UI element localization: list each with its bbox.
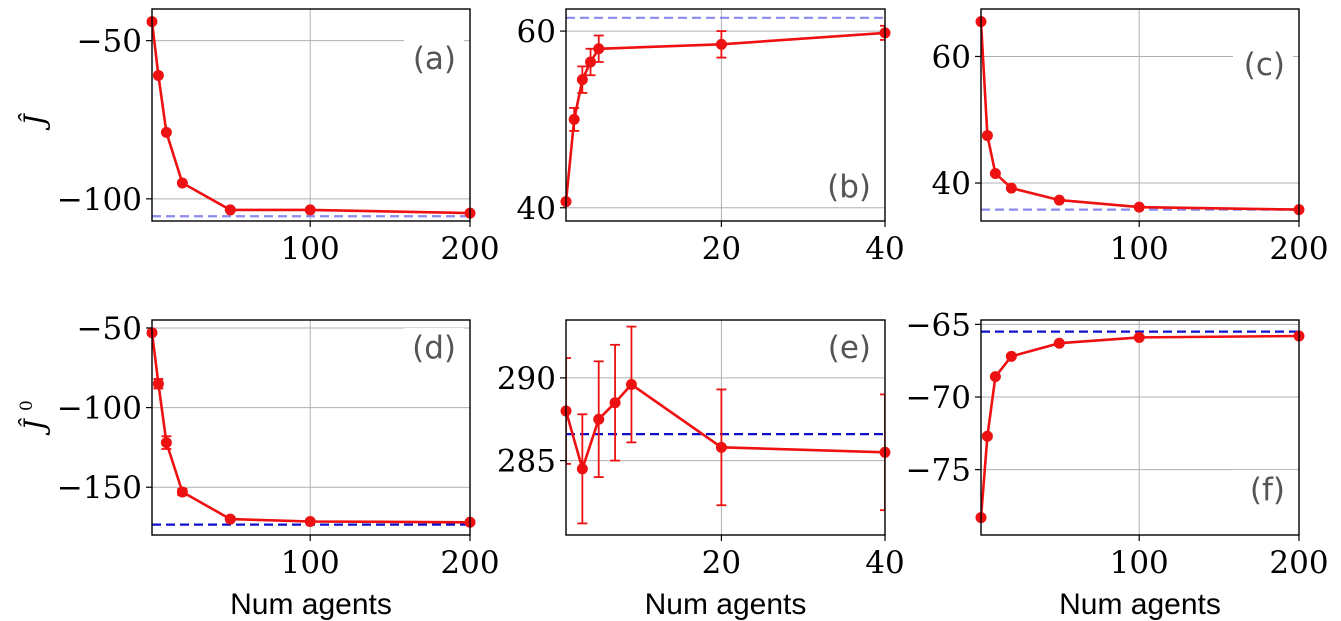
axes-frame	[980, 319, 1300, 536]
data-point	[1053, 194, 1065, 206]
data-point	[989, 371, 1001, 383]
y-tick-label: 40	[932, 166, 971, 202]
y-tick-label: −65	[906, 307, 971, 343]
x-tick-label: 100	[1110, 545, 1169, 581]
x-axis-title: Num agents	[1059, 588, 1221, 621]
y-tick-label: 60	[517, 14, 556, 50]
data-point	[152, 378, 164, 390]
data-point	[981, 130, 993, 142]
data-point	[224, 204, 236, 216]
data-point	[593, 413, 605, 425]
x-tick-label: 40	[865, 231, 904, 267]
y-tick-label: 60	[932, 39, 971, 75]
panel-label-bg	[404, 328, 464, 368]
panel-c: (c) 100 200 40 60	[932, 8, 1329, 267]
data-point	[625, 379, 637, 390]
panel-a: (a) 100 200 −50 −100	[57, 8, 500, 267]
x-tick-label: 40	[865, 545, 904, 581]
x-tick-label: 100	[281, 231, 340, 267]
data-point	[715, 38, 727, 50]
y-tick-label: −100	[57, 391, 142, 427]
panels: (a) 100 200 −50 −100 (b) 20 40 40 60 (c) 100 200 40 60…	[57, 8, 1329, 621]
panel-label-bg	[819, 328, 879, 368]
x-axis-title: Num agents	[645, 588, 807, 621]
data-point	[304, 515, 316, 527]
series-line	[566, 382, 885, 474]
panel-label: (d)	[412, 330, 456, 366]
axes-frame	[151, 8, 471, 222]
y-tick-label: −150	[57, 470, 142, 506]
y-tick-label: −100	[57, 182, 142, 218]
svg-text:Ĵ: Ĵ	[18, 418, 51, 436]
panel-label: (a)	[413, 41, 456, 77]
panel-e: (e) 20 40 285 290 Num agents	[497, 319, 905, 621]
data-point	[1133, 331, 1145, 343]
panel-f: (f) 100 200 −65 −70 −75 Num agents	[906, 307, 1329, 621]
panel-label: (e)	[828, 330, 871, 366]
data-point	[160, 126, 172, 138]
data-point	[585, 56, 597, 68]
x-tick-label: 100	[281, 545, 340, 581]
x-axis-title: Num agents	[230, 588, 392, 621]
axes-frame	[980, 8, 1300, 222]
panel-label-bg	[1233, 470, 1293, 510]
panel-label: (b)	[827, 169, 871, 205]
data-point	[989, 168, 1001, 180]
y-tick-label: −50	[77, 311, 142, 347]
y-tick-label: −75	[906, 453, 971, 489]
axes-frame	[151, 319, 471, 536]
panel-label-bg	[819, 167, 879, 207]
data-point	[593, 43, 605, 55]
data-point	[609, 397, 621, 409]
data-point	[576, 74, 588, 86]
data-point	[981, 430, 993, 442]
data-point	[576, 463, 588, 475]
x-tick-label: 200	[440, 231, 499, 267]
x-tick-label: 200	[1269, 231, 1328, 267]
panel-label: (f)	[1250, 472, 1285, 508]
y-tick-label: 40	[517, 191, 556, 227]
row-label-top: Ĵ	[18, 113, 51, 131]
data-point	[160, 437, 172, 449]
panel-d: (d) 100 200 −50 −100 −150 Num agents	[57, 311, 500, 621]
data-point	[1005, 350, 1017, 362]
x-tick-label: 200	[1269, 545, 1328, 581]
x-tick-label: 200	[440, 545, 499, 581]
y-tick-label: −50	[77, 24, 142, 60]
y-tick-label: 285	[497, 444, 556, 480]
x-tick-label: 100	[1110, 231, 1169, 267]
data-point	[152, 69, 164, 81]
x-tick-label: 20	[702, 545, 741, 581]
data-point	[224, 513, 236, 525]
data-point	[1133, 201, 1145, 213]
y-tick-label: −70	[906, 380, 971, 416]
svg-text:0: 0	[17, 400, 37, 411]
panel-label-bg	[404, 39, 464, 79]
row-label-bottom: Ĵ 0	[17, 400, 51, 435]
panel-b: (b) 20 40 40 60	[517, 8, 905, 267]
data-point	[176, 486, 188, 498]
panel-label-bg	[1233, 45, 1293, 85]
data-point	[1005, 182, 1017, 194]
x-tick-label: 20	[702, 231, 741, 267]
axes-frame	[565, 8, 886, 222]
data-point	[1053, 337, 1065, 349]
data-point	[715, 441, 727, 453]
axes-frame	[565, 319, 886, 536]
panel-label: (c)	[1244, 47, 1285, 83]
data-point	[176, 177, 188, 189]
y-tick-label: 290	[497, 361, 556, 397]
data-point	[304, 204, 316, 216]
data-point	[568, 113, 580, 125]
